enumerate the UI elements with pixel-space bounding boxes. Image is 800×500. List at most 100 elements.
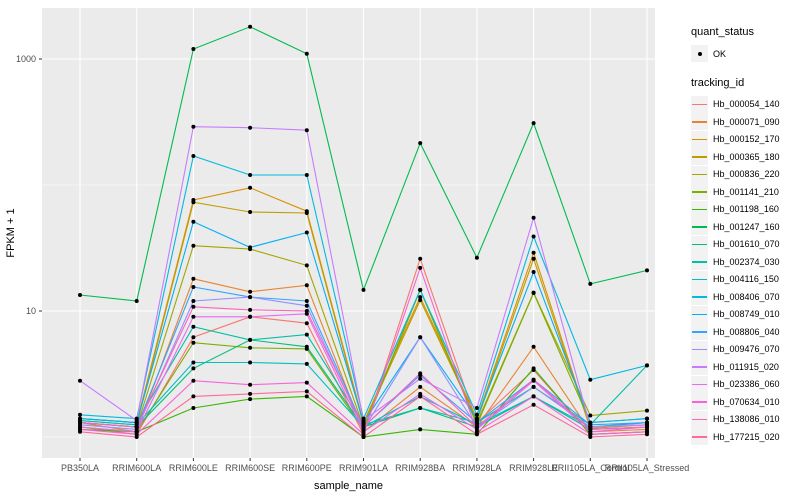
x-tick-label: RRIM901LA xyxy=(339,463,388,473)
legend-key-line xyxy=(691,375,708,393)
legend-item-Hb_004116_150: Hb_004116_150 xyxy=(691,270,799,289)
data-point xyxy=(134,418,139,423)
data-point xyxy=(304,128,309,133)
line-swatch-icon xyxy=(692,296,707,298)
legend-item-Hb_000152_170: Hb_000152_170 xyxy=(691,130,799,149)
data-point xyxy=(531,234,536,239)
line-swatch-icon xyxy=(692,243,707,246)
x-tick-label: RRII105LA_Control xyxy=(551,463,629,473)
data-point xyxy=(361,425,366,429)
legend-key-line xyxy=(691,288,708,306)
legend-key-line xyxy=(691,410,708,428)
legend-item-label: Hb_000365_180 xyxy=(713,151,780,162)
legend-item-label: Hb_000071_090 xyxy=(713,116,780,127)
data-point xyxy=(474,432,479,437)
data-point xyxy=(304,303,309,308)
data-point xyxy=(531,377,536,382)
data-point xyxy=(248,289,253,294)
data-point xyxy=(191,276,196,281)
data-point xyxy=(474,255,479,260)
line-swatch-icon xyxy=(692,313,707,316)
data-point xyxy=(418,384,423,389)
data-point xyxy=(248,345,253,350)
data-point xyxy=(191,299,196,303)
legend-item-label: Hb_023386_060 xyxy=(713,379,780,390)
legend-key-line xyxy=(691,218,708,236)
data-point xyxy=(588,435,593,439)
line-swatch-icon xyxy=(692,401,707,403)
data-point xyxy=(418,298,423,303)
data-point xyxy=(645,425,649,429)
data-point xyxy=(191,366,196,371)
data-point xyxy=(191,124,196,129)
data-point xyxy=(78,420,82,425)
legend-item-Hb_008406_070: Hb_008406_070 xyxy=(691,288,799,306)
line-swatch-icon xyxy=(692,121,707,123)
data-point xyxy=(588,427,593,432)
legend-key-line xyxy=(691,305,708,323)
data-point xyxy=(304,311,309,316)
legend-item-label: Hb_138086_010 xyxy=(713,414,780,425)
legend-section-quant-status: quant_status OK xyxy=(691,26,799,63)
data-point xyxy=(304,173,309,177)
data-point xyxy=(248,382,253,387)
legend-item-Hb_011915_020: Hb_011915_020 xyxy=(691,358,799,376)
line-swatch-icon xyxy=(692,156,707,158)
y-tick-label: 10 xyxy=(26,306,36,316)
data-point xyxy=(531,256,536,261)
chart-legend: quant_status OK tracking_id Hb_000054_14… xyxy=(691,26,799,460)
data-point xyxy=(361,418,366,423)
data-point xyxy=(248,307,253,312)
data-point xyxy=(474,420,479,425)
line-swatch-icon xyxy=(692,226,707,228)
legend-items-tracking-id: Hb_000054_140 Hb_000071_090 Hb_000152_170 H… xyxy=(691,95,799,446)
data-point xyxy=(191,154,196,158)
data-point xyxy=(531,402,536,407)
line-swatch-icon xyxy=(692,418,707,421)
data-point xyxy=(248,185,253,190)
legend-key-line xyxy=(691,393,708,411)
legend-item-quant-status: OK xyxy=(691,45,799,63)
x-tick-label: RRIM928LE xyxy=(509,463,558,473)
legend-item-Hb_001247_160: Hb_001247_160 xyxy=(691,218,799,236)
data-point xyxy=(191,340,196,345)
data-point xyxy=(78,429,82,434)
data-point xyxy=(304,361,309,366)
data-point xyxy=(418,376,423,381)
y-tick-label: 1000 xyxy=(16,54,36,64)
data-point xyxy=(304,309,309,313)
data-point xyxy=(191,378,196,383)
data-point xyxy=(645,363,649,368)
data-point xyxy=(304,332,309,337)
data-point xyxy=(78,416,82,421)
legend-key-line xyxy=(691,358,708,376)
legend-item-Hb_009476_070: Hb_009476_070 xyxy=(691,340,799,359)
data-point xyxy=(248,125,253,130)
data-point xyxy=(645,408,649,413)
data-point xyxy=(474,412,479,417)
data-point xyxy=(248,295,253,300)
data-point xyxy=(418,371,423,376)
data-point xyxy=(191,304,196,309)
data-point xyxy=(248,360,253,365)
data-point xyxy=(191,200,196,205)
legend-item-label: OK xyxy=(713,48,727,59)
line-swatch-icon xyxy=(692,331,707,333)
legend-item-label: Hb_001610_070 xyxy=(713,239,780,250)
data-point xyxy=(248,245,253,250)
x-axis-title: sample_name xyxy=(314,480,383,492)
data-point xyxy=(531,366,536,371)
data-point xyxy=(78,412,82,417)
line-swatch-icon xyxy=(692,173,707,176)
legend-section-tracking-id: tracking_id Hb_000054_140 Hb_000071_090 Hb… xyxy=(691,77,799,446)
data-point xyxy=(474,425,479,429)
x-tick-label: PB350LA xyxy=(61,463,99,473)
legend-items-quant-status: OK xyxy=(691,45,799,63)
data-point xyxy=(418,394,423,399)
data-point xyxy=(304,321,309,326)
data-point xyxy=(248,314,253,319)
x-tick-label: RRII105LA_Stressed xyxy=(605,463,690,473)
legend-item-Hb_008806_040: Hb_008806_040 xyxy=(691,323,799,341)
data-point xyxy=(304,394,309,399)
